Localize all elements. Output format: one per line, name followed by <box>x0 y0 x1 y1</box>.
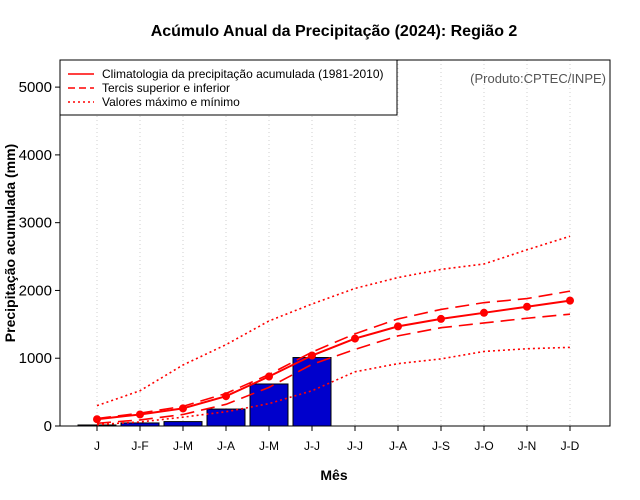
x-tick-label-6: J-J <box>347 439 363 453</box>
series-line-min <box>96 346 571 426</box>
climatology-point-9 <box>480 308 488 317</box>
climatology-point-3 <box>222 392 230 401</box>
x-tick-label-10: J-N <box>518 439 537 453</box>
chart-title: Acúmulo Anual da Precipitação (2024): Re… <box>151 23 518 40</box>
y-axis: 0 1000 2000 3000 4000 5000 <box>19 79 60 435</box>
y-tick-label-5000: 5000 <box>19 79 52 96</box>
source-note: (Produto:CPTEC/INPE) <box>470 71 606 86</box>
y-tick-label-0: 0 <box>44 418 52 435</box>
series-line-lower-tercile <box>96 313 571 425</box>
x-axis-title: Mês <box>320 467 347 483</box>
series-line-max <box>96 235 571 407</box>
x-tick-label-9: J-O <box>474 439 493 453</box>
legend-box <box>59 59 398 116</box>
climatology-point-6 <box>351 334 359 343</box>
grid <box>96 60 571 426</box>
x-tick-label-1: J-F <box>131 439 148 453</box>
legend-label-extremes: Valores máximo e mínimo <box>102 95 240 109</box>
series-line-climatology <box>96 299 571 421</box>
x-tick-label-7: J-A <box>389 439 407 453</box>
climatology-point-8 <box>437 314 445 323</box>
x-tick-label-11: J-D <box>561 439 580 453</box>
bars <box>77 357 332 427</box>
x-tick-label-8: J-S <box>432 439 450 453</box>
bar-4 <box>249 383 289 427</box>
x-tick-label-3: J-A <box>217 439 235 453</box>
x-tick-label-2: J-M <box>173 439 193 453</box>
series-lines <box>96 235 571 426</box>
legend-label-climatology: Climatologia da precipitação acumulada (… <box>102 67 384 81</box>
y-tick-label-3000: 3000 <box>19 215 52 232</box>
climatology-point-10 <box>523 302 531 311</box>
bar-5 <box>292 357 332 427</box>
climatology-point-11 <box>566 296 574 305</box>
x-tick-label-5: J-J <box>304 439 320 453</box>
y-axis-title: Precipitação acumulada (mm) <box>2 144 18 342</box>
climatology-point-2 <box>179 404 187 413</box>
x-tick-label-0: J <box>94 439 100 453</box>
bar-2 <box>163 421 203 427</box>
x-axis: J J-F J-M J-A J-M J-J J-J J-A J-S J-O J-N J-D <box>94 426 580 453</box>
legend: Climatologia da precipitação acumulada (… <box>59 59 398 116</box>
climatology-point-4 <box>265 372 273 381</box>
legend-label-terciles: Tercis superior e inferior <box>102 81 230 95</box>
climatology-point-5 <box>308 351 316 360</box>
climatology-point-0 <box>93 415 101 424</box>
y-tick-label-2000: 2000 <box>19 282 52 299</box>
bar-3 <box>206 408 246 427</box>
x-tick-label-4: J-M <box>259 439 279 453</box>
climatology-points <box>93 296 574 424</box>
y-tick-label-4000: 4000 <box>19 147 52 164</box>
climatology-point-1 <box>136 410 144 419</box>
climatology-point-7 <box>394 322 402 331</box>
y-tick-label-1000: 1000 <box>19 350 52 367</box>
